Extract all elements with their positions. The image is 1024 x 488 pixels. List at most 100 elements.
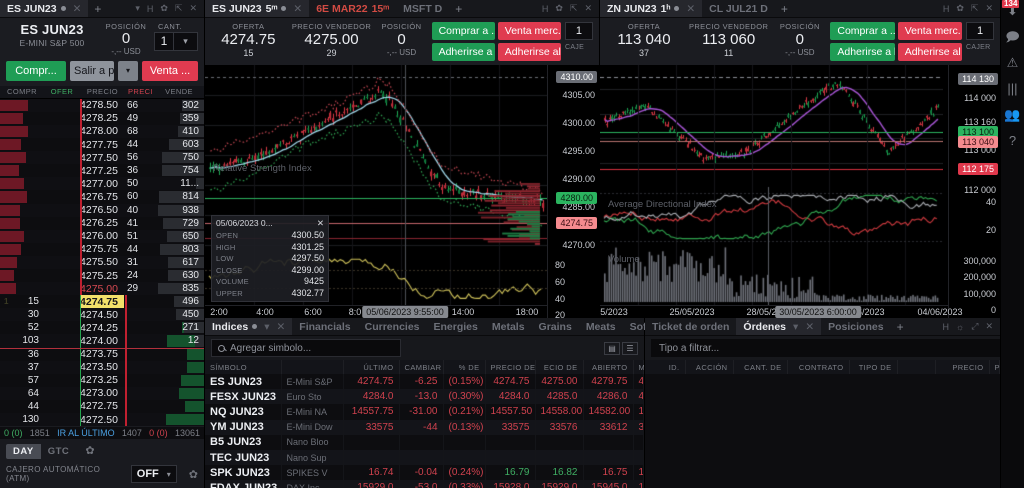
dom-cell-ask-orders[interactable]: 44: [0, 243, 154, 256]
dom-cell-price[interactable]: 4276.75: [80, 190, 118, 203]
dom-cell-ask-orders[interactable]: 51: [0, 230, 154, 243]
tif-gear-icon[interactable]: ✿: [85, 445, 95, 457]
dom-cell-ask-orders[interactable]: [124, 348, 154, 361]
dom-flatten-dropdown-icon[interactable]: ▾: [118, 60, 138, 81]
orders-col-header[interactable]: [897, 360, 936, 374]
dom-cell-ask-orders[interactable]: [124, 374, 154, 387]
watchlist-table-wrap[interactable]: SÍMBOLO ÚLTIMO CAMBIAR% DE PRECIO DE ECIO DE…: [205, 360, 644, 488]
link-h-icon[interactable]: H: [146, 3, 154, 14]
dom-cell-price[interactable]: 4276.25: [80, 217, 118, 230]
gear-icon[interactable]: ✿: [956, 3, 964, 13]
orders-tab[interactable]: Órdenes ▾ ✕: [736, 318, 822, 335]
close-panel-icon[interactable]: ✕: [584, 3, 592, 13]
add-chart-tab-button[interactable]: +: [780, 1, 788, 16]
watchlist-tab-indices[interactable]: Indices ▾ ✕: [205, 318, 293, 335]
dom-cell-ask-orders[interactable]: 40: [0, 204, 154, 217]
dom-cell-bid-orders[interactable]: [44, 138, 80, 151]
dom-price-ladder[interactable]: 4278.50 66 302 4278.25 49 359 4278.00 68 410 4277…: [0, 98, 204, 426]
dom-cell-ask-orders[interactable]: 41: [0, 217, 154, 230]
dom-cell-price[interactable]: 4273.00: [80, 387, 118, 400]
dom-cell-ask-orders[interactable]: 24: [0, 269, 154, 282]
dom-cell-ask-orders[interactable]: [124, 321, 154, 334]
orders-col-header[interactable]: ID.: [645, 360, 686, 374]
dom-cell-ask-orders[interactable]: 50: [0, 177, 154, 190]
chart-mid-plot[interactable]: Relative Strength Index 05/06/2023 0... ✕…: [205, 65, 599, 318]
dom-cell-price[interactable]: 4273.50: [80, 361, 118, 374]
dom-cell-price[interactable]: 4278.25: [80, 112, 118, 125]
table-row[interactable]: YM JUN23 E-Mini Dow 33575 -44 (0.13%) 33575 33…: [205, 419, 644, 435]
gear-icon[interactable]: ✿: [160, 3, 168, 13]
dom-cell-bid-orders[interactable]: [44, 177, 80, 190]
add-chart-tab-button[interactable]: +: [455, 1, 463, 16]
dom-cell-price[interactable]: 4272.75: [80, 400, 118, 413]
dom-cell-price[interactable]: 4273.75: [80, 348, 118, 361]
dom-cell-ask-orders[interactable]: [124, 400, 154, 413]
dom-ladder-row[interactable]: 4276.50 40 938: [0, 203, 204, 217]
dom-ladder-row[interactable]: 4276.25 41 729: [0, 217, 204, 230]
chart-right-xaxis[interactable]: 5/2023 25/05/2023 28/05/20 01/06/2023 04/06/…: [600, 305, 963, 318]
dom-ladder-row[interactable]: 4278.25 49 359: [0, 112, 204, 125]
dom-ladder-row[interactable]: 4276.00 51 650: [0, 229, 204, 243]
watchlist-tab-grains[interactable]: Grains: [532, 318, 579, 335]
chart-tab-msft[interactable]: MSFT D: [396, 0, 449, 17]
price-badge[interactable]: 4280.00: [556, 192, 597, 204]
price-badge[interactable]: 4310.00: [556, 71, 597, 83]
atm-select[interactable]: OFF ▾: [130, 465, 177, 483]
dom-flatten-button[interactable]: Salir a precio...: [70, 60, 114, 81]
dom-ladder-row[interactable]: 103 4274.00 12: [0, 334, 204, 348]
orders-col-header[interactable]: CANT. DE: [733, 360, 788, 374]
table-row[interactable]: FDAX JUN23 DAX Inc 15929.0 -53.0 (0.33%) 1592…: [205, 480, 644, 488]
dom-cell-bid-orders[interactable]: [44, 230, 80, 243]
download-icon[interactable]: 134 ⬇: [1002, 0, 1020, 17]
dom-cell-ask-orders[interactable]: 60: [0, 190, 154, 203]
dom-sell-button[interactable]: Venta ...: [142, 60, 198, 81]
watchlist-body[interactable]: ES JUN23 E-Mini S&P 4274.75 -6.25 (0.15%) 427…: [205, 374, 644, 488]
watchlist-tab-meats[interactable]: Meats: [579, 318, 623, 335]
close-icon[interactable]: ✕: [276, 320, 286, 333]
chart-mid-yaxis[interactable]: 4310.00 4305.00 4300.00 4295.00 4290.00 4285.…: [547, 65, 599, 318]
chart-mid-xaxis[interactable]: 2:00 4:00 6:00 8:0 14:00 18:00 05/06/2023 9:55…: [205, 305, 547, 318]
mid-qty-input[interactable]: 1: [564, 22, 593, 40]
watchlist-col-header[interactable]: PRECIO DE: [485, 360, 536, 374]
help-icon[interactable]: ?: [1009, 134, 1016, 147]
mid-buy-market-button[interactable]: Comprar a ...: [431, 22, 495, 40]
right-join-ask-button[interactable]: Adherirse al ...: [897, 43, 963, 61]
dom-ladder-row[interactable]: 4278.00 68 410: [0, 124, 204, 139]
dom-cell-bid-orders[interactable]: [44, 217, 80, 230]
orders-col-header[interactable]: TIPO DE: [849, 360, 898, 374]
dom-ladder-row[interactable]: 57 4273.25: [0, 374, 204, 387]
right-qty-input[interactable]: 1: [966, 22, 995, 40]
chart-tab-zn-jun23[interactable]: ZN JUN23 1ʰ ✕: [600, 0, 703, 17]
mid-sell-market-button[interactable]: Venta merc.: [497, 22, 561, 40]
orders-tab[interactable]: Posiciones: [821, 318, 890, 335]
dom-cell-bid-orders[interactable]: [44, 112, 80, 125]
tool-icon[interactable]: H: [942, 321, 950, 332]
dom-cell-ask-orders[interactable]: [124, 413, 154, 426]
dom-ladder-row[interactable]: 4276.75 60 814: [0, 190, 204, 203]
price-badge[interactable]: 4274.75: [556, 217, 597, 229]
close-icon[interactable]: ✕: [293, 2, 303, 15]
close-icon[interactable]: ✕: [686, 2, 696, 15]
chart-tab-6e-mar22[interactable]: 6E MAR22 15ᵐ: [309, 0, 396, 17]
dom-cell-price[interactable]: 4277.25: [80, 164, 118, 177]
dom-ladder-row[interactable]: 4275.75 44 803: [0, 243, 204, 256]
dom-cell-bid-orders[interactable]: [44, 374, 80, 387]
dom-qty-input[interactable]: 1: [154, 32, 174, 51]
chart-right-canvas[interactable]: [600, 65, 943, 310]
watchlist-col-header[interactable]: ÚLTIMO: [343, 360, 400, 374]
right-join-bid-button[interactable]: Adherirse a l...: [830, 43, 895, 61]
chevron-down-icon[interactable]: ▾: [793, 320, 799, 333]
table-row[interactable]: NQ JUN23 E-Mini NA 14557.75 -31.00 (0.21%) 14…: [205, 404, 644, 420]
add-orders-tab-button[interactable]: +: [896, 319, 904, 334]
dom-cell-bid-orders[interactable]: [44, 413, 80, 426]
orders-col-header[interactable]: PRECIO: [935, 360, 990, 374]
dom-cell-ask-orders[interactable]: 68: [0, 125, 154, 138]
watchlist-col-header[interactable]: CAMBIAR: [399, 360, 444, 374]
tool-icon[interactable]: ☼: [956, 321, 965, 332]
dom-cell-ask-orders[interactable]: [124, 308, 154, 321]
link-h-icon[interactable]: H: [942, 3, 950, 14]
chart-tab-cl-jul21[interactable]: CL JUL21 D: [702, 0, 775, 17]
dom-qty-dropdown-icon[interactable]: ▾: [174, 32, 198, 51]
dom-goto-last-button[interactable]: IR AL ÚLTIMO: [57, 428, 115, 438]
popout-icon[interactable]: ⇱: [970, 3, 979, 13]
